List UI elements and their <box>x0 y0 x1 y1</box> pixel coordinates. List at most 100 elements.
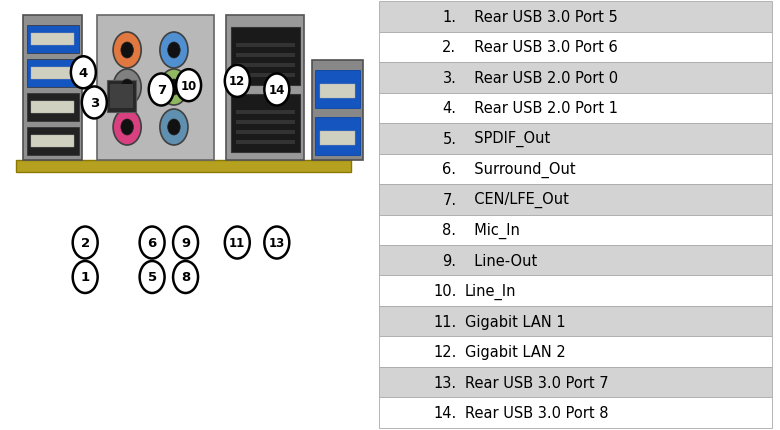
Text: 1.: 1. <box>442 10 456 25</box>
Text: 10: 10 <box>180 80 197 92</box>
Circle shape <box>113 33 141 69</box>
Bar <box>236 121 295 125</box>
Text: 3.: 3. <box>442 71 456 86</box>
Bar <box>231 28 300 86</box>
Text: 9: 9 <box>181 237 190 249</box>
Text: 14: 14 <box>268 84 285 97</box>
Text: Rear USB 2.0 Port 0: Rear USB 2.0 Port 0 <box>465 71 618 86</box>
Bar <box>226 16 304 161</box>
Bar <box>379 306 771 337</box>
Circle shape <box>140 227 165 259</box>
Bar <box>379 397 771 428</box>
Bar <box>379 246 771 276</box>
Text: 10.: 10. <box>433 283 456 298</box>
Text: 8.: 8. <box>442 223 456 238</box>
Bar <box>315 71 360 109</box>
Bar <box>379 276 771 306</box>
Circle shape <box>160 110 188 146</box>
Text: 2.: 2. <box>442 40 456 55</box>
Circle shape <box>264 227 289 259</box>
Text: 11: 11 <box>229 237 246 249</box>
Text: 13: 13 <box>268 237 285 249</box>
Circle shape <box>73 227 98 259</box>
Text: 5.: 5. <box>442 132 456 147</box>
Circle shape <box>173 261 198 293</box>
Text: Rear USB 3.0 Port 7: Rear USB 3.0 Port 7 <box>465 375 608 390</box>
Bar <box>379 124 771 154</box>
Bar <box>98 16 214 161</box>
Circle shape <box>160 33 188 69</box>
Bar <box>236 141 295 144</box>
Text: 1: 1 <box>80 271 90 284</box>
Bar <box>31 102 74 114</box>
Bar <box>27 60 79 88</box>
Text: 9.: 9. <box>442 253 456 268</box>
Text: Rear USB 2.0 Port 1: Rear USB 2.0 Port 1 <box>465 101 618 116</box>
Circle shape <box>168 43 180 59</box>
Circle shape <box>168 80 180 96</box>
Circle shape <box>71 57 96 89</box>
Bar <box>236 64 295 68</box>
Text: 11.: 11. <box>433 314 456 329</box>
Bar <box>379 154 771 184</box>
Text: 14.: 14. <box>433 405 456 420</box>
Circle shape <box>82 87 107 119</box>
Text: 6: 6 <box>147 237 157 249</box>
Bar <box>379 367 771 397</box>
Text: Rear USB 3.0 Port 6: Rear USB 3.0 Port 6 <box>465 40 618 55</box>
Bar <box>236 111 295 115</box>
Circle shape <box>225 227 250 259</box>
Bar <box>379 33 771 63</box>
Text: CEN/LFE_Out: CEN/LFE_Out <box>465 192 569 208</box>
Bar <box>312 61 363 161</box>
Circle shape <box>225 66 250 98</box>
Circle shape <box>160 70 188 106</box>
Text: 5: 5 <box>147 271 157 284</box>
Circle shape <box>121 43 133 59</box>
Bar <box>27 26 79 54</box>
Bar <box>23 16 82 161</box>
Circle shape <box>176 70 201 102</box>
Text: Surround_Out: Surround_Out <box>465 161 576 178</box>
Bar <box>320 85 355 99</box>
Text: Line_In: Line_In <box>465 283 516 299</box>
Bar <box>31 68 74 80</box>
Text: 3: 3 <box>90 97 99 110</box>
Text: Mic_In: Mic_In <box>465 222 519 238</box>
Text: 12: 12 <box>229 75 246 88</box>
Circle shape <box>140 261 165 293</box>
Text: 13.: 13. <box>434 375 456 390</box>
Bar <box>236 54 295 58</box>
Text: Gigabit LAN 2: Gigabit LAN 2 <box>465 344 566 359</box>
Text: 4: 4 <box>79 67 88 80</box>
Text: Line-Out: Line-Out <box>465 253 537 268</box>
Text: 6.: 6. <box>442 162 456 177</box>
Bar <box>27 94 79 122</box>
Text: 8: 8 <box>181 271 190 284</box>
Text: Rear USB 3.0 Port 5: Rear USB 3.0 Port 5 <box>465 10 618 25</box>
Bar <box>236 44 295 48</box>
Text: Rear USB 3.0 Port 8: Rear USB 3.0 Port 8 <box>465 405 608 420</box>
Circle shape <box>121 80 133 96</box>
Bar <box>379 337 771 367</box>
Text: Gigabit LAN 1: Gigabit LAN 1 <box>465 314 566 329</box>
Bar <box>379 2 771 33</box>
Bar <box>110 85 133 109</box>
Bar <box>231 95 300 153</box>
Bar <box>236 131 295 135</box>
Text: 12.: 12. <box>433 344 456 359</box>
Circle shape <box>264 74 289 106</box>
Bar <box>27 128 79 156</box>
Bar <box>16 161 351 172</box>
Circle shape <box>168 120 180 136</box>
Text: 7: 7 <box>157 84 166 97</box>
Bar <box>107 81 136 113</box>
Text: 4.: 4. <box>442 101 456 116</box>
Circle shape <box>113 70 141 106</box>
Circle shape <box>121 120 133 136</box>
Circle shape <box>149 74 174 106</box>
Circle shape <box>113 110 141 146</box>
Bar <box>31 136 74 147</box>
Bar <box>320 132 355 146</box>
Text: SPDIF_Out: SPDIF_Out <box>465 131 550 147</box>
